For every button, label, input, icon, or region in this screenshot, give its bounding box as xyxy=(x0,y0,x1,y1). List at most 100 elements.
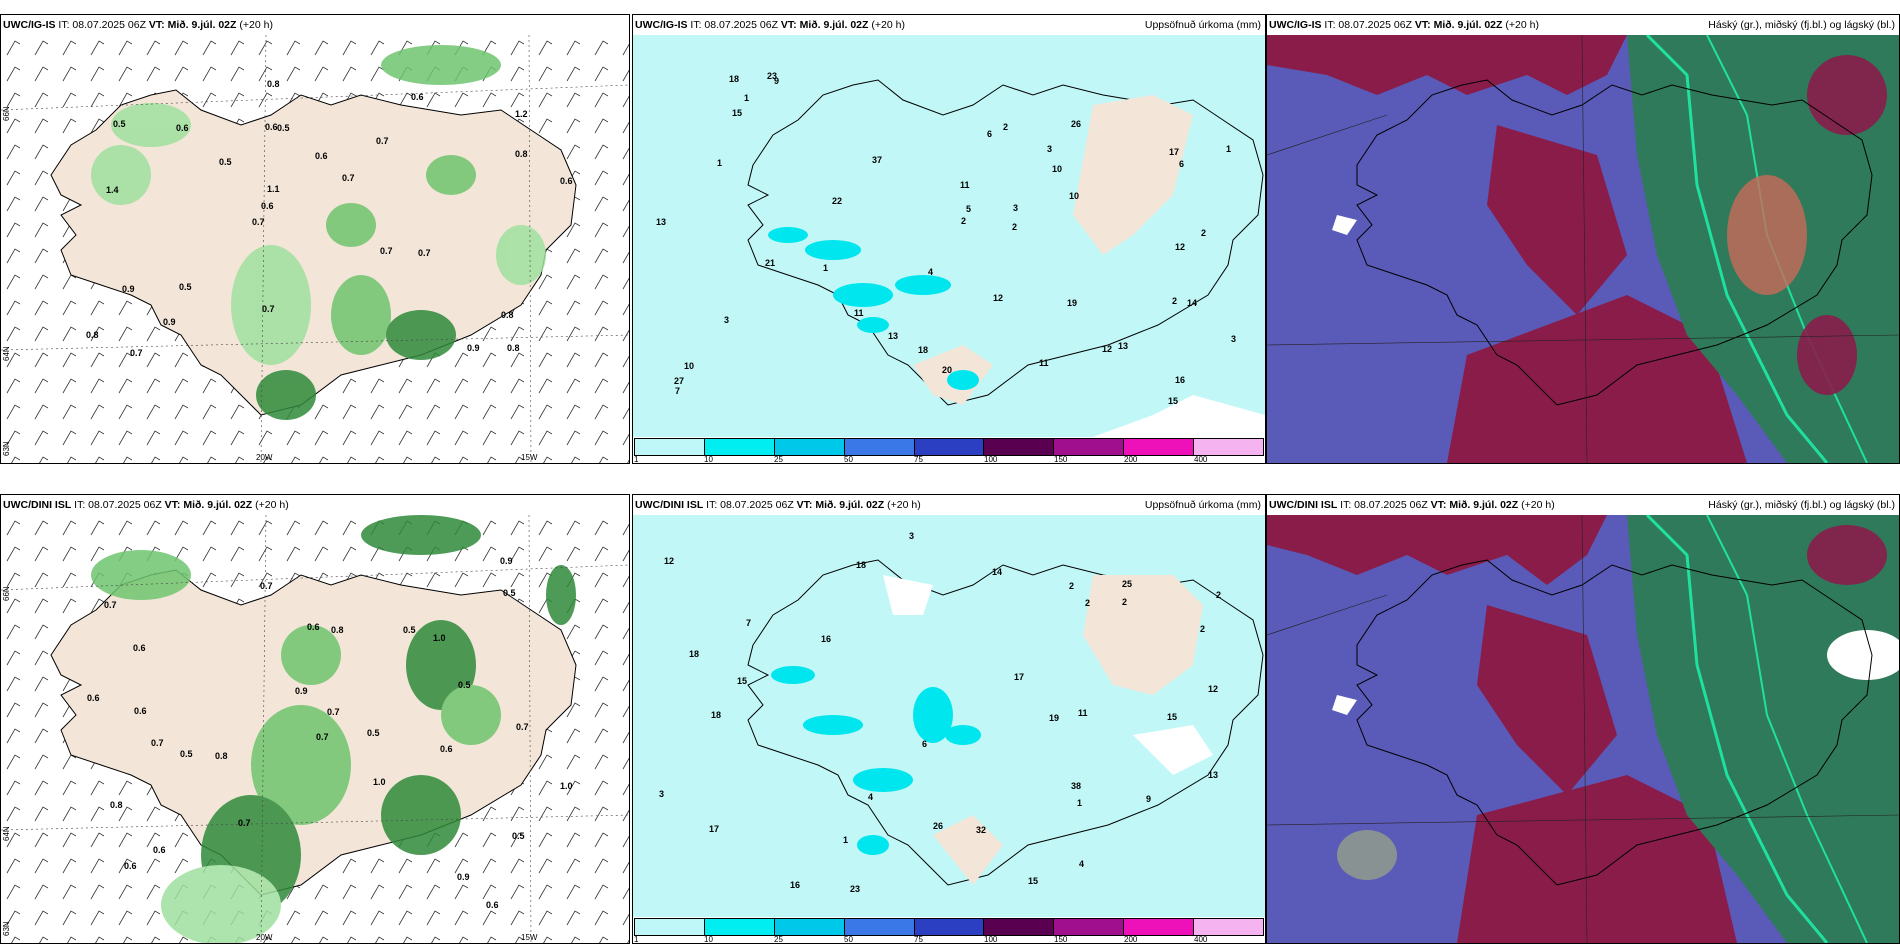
value-label: 25 xyxy=(1122,579,1132,589)
value-label: 10 xyxy=(1069,191,1079,201)
value-label: 3 xyxy=(724,315,729,325)
legend-tick: 400 xyxy=(1194,455,1264,463)
value-label: 0.6 xyxy=(560,176,573,186)
panel-wind-igis: UWC/IG-IS IT: 08.07.2025 06Z VT: Mið. 9.… xyxy=(0,14,630,464)
value-label: 0.9 xyxy=(163,317,176,327)
value-label: 1.2 xyxy=(515,109,528,119)
init-time: IT: 08.07.2025 06Z xyxy=(706,499,794,511)
value-label: 11 xyxy=(960,180,970,190)
init-time: IT: 08.07.2025 06Z xyxy=(74,499,162,511)
value-label: 15 xyxy=(1168,396,1178,406)
value-label: 0.7 xyxy=(342,173,355,183)
field-title: Uppsöfnuð úrkoma (mm) xyxy=(1144,19,1261,31)
value-label: 2 xyxy=(1200,624,1205,634)
value-label: 0.9 xyxy=(295,686,308,696)
value-label: 0.6 xyxy=(87,693,100,703)
value-label: 12 xyxy=(664,556,674,566)
value-label: 0.6 xyxy=(265,122,278,132)
legend-swatch xyxy=(984,919,1055,935)
value-label: 2 xyxy=(1003,122,1008,132)
legend-tick: 50 xyxy=(844,455,914,463)
panel-header: UWC/IG-IS IT: 08.07.2025 06Z VT: Mið. 9.… xyxy=(1267,15,1899,35)
precip-shading xyxy=(91,45,546,420)
legend-tick: 50 xyxy=(844,935,914,943)
legend-tick-label: 10 xyxy=(704,935,713,944)
heavy-precip xyxy=(768,227,979,390)
cloud-map xyxy=(1267,515,1899,943)
value-label: 0.9 xyxy=(457,872,470,882)
valid-label: VT: xyxy=(148,19,165,31)
value-label: 26 xyxy=(933,821,943,831)
legend-tick: 100 xyxy=(984,455,1054,463)
lon-label: 20W xyxy=(256,933,273,942)
value-label: 0.5 xyxy=(512,831,525,841)
value-label: 17 xyxy=(1169,147,1179,157)
value-label: 17 xyxy=(1014,672,1024,682)
value-label: 4 xyxy=(868,792,873,802)
value-label: 20 xyxy=(942,365,952,375)
map-area: 3 3 2 3 2 13 11 10 14 10 9 12 12 20 18 13 15 17 16 19 21 26 22… xyxy=(633,35,1265,437)
value-label: 4 xyxy=(1079,859,1084,869)
panel-clouds-igis: UWC/IG-IS IT: 08.07.2025 06Z VT: Mið. 9.… xyxy=(1266,14,1900,464)
valid-time: Mið. 9.júl. 02Z xyxy=(183,499,253,511)
legend-swatch xyxy=(844,919,915,935)
value-label: 15 xyxy=(1167,712,1177,722)
legend-colorbar xyxy=(634,438,1264,456)
legend-swatch xyxy=(844,439,915,455)
value-label: 0.5 xyxy=(179,282,192,292)
valid-label: VT: xyxy=(1430,499,1447,511)
panel-header: UWC/IG-IS IT: 08.07.2025 06Z VT: Mið. 9.… xyxy=(1,15,629,35)
legend-swatch xyxy=(1054,919,1125,935)
wind-map: 66N 64N 63N 20W 15W 0.60.71.00.70.50.60.… xyxy=(1,515,629,943)
legend-tick: 10 xyxy=(704,455,774,463)
value-label: 0.7 xyxy=(151,738,164,748)
legend-tick-label: 400 xyxy=(1194,935,1208,944)
value-label: 0.8 xyxy=(501,310,514,320)
legend-tick-label: 75 xyxy=(914,935,923,944)
value-label: 12 xyxy=(1208,684,1218,694)
lat-label: 66N xyxy=(2,586,11,601)
lat-label: 63N xyxy=(2,921,11,936)
value-label: 11 xyxy=(1078,708,1088,718)
value-label: 2 xyxy=(1172,296,1177,306)
value-label: 3 xyxy=(1013,203,1018,213)
value-label: 3 xyxy=(1231,334,1236,344)
map-area: 2 3 2 7 11 15 26 19 15 12 17 14 18 15 16 18 25 17 16 38 23 13… xyxy=(633,515,1265,917)
value-label: 0.8 xyxy=(507,343,520,353)
value-label: 0.7 xyxy=(316,732,329,742)
value-label: 0.6 xyxy=(153,845,166,855)
legend-tick-label: 25 xyxy=(774,935,783,944)
panel-precip-igis: UWC/IG-IS IT: 08.07.2025 06Z VT: Mið. 9.… xyxy=(632,14,1266,464)
value-label: 0.9 xyxy=(500,556,513,566)
legend-tick: 400 xyxy=(1194,935,1264,943)
legend-tick: 25 xyxy=(774,455,844,463)
value-label: 22 xyxy=(832,196,842,206)
value-label: 2 xyxy=(1085,598,1090,608)
value-label: 37 xyxy=(872,155,882,165)
value-label: 23 xyxy=(850,884,860,894)
forecast-offset: (+20 h) xyxy=(239,19,273,31)
legend-tick-label: 10 xyxy=(704,455,713,464)
value-label: 0.8 xyxy=(215,751,228,761)
model-name: UWC/IG-IS xyxy=(635,19,688,31)
value-label: 0.5 xyxy=(113,119,126,129)
value-label: 0.7 xyxy=(252,217,265,227)
value-label: 0.7 xyxy=(376,136,389,146)
model-name: UWC/DINI ISL xyxy=(3,499,72,511)
value-label: 0.5 xyxy=(458,680,471,690)
value-label: 3 xyxy=(1047,144,1052,154)
value-label: 18 xyxy=(689,649,699,659)
iceland-coastline xyxy=(1356,559,1873,886)
legend-tick: 150 xyxy=(1054,935,1124,943)
value-label: 15 xyxy=(732,108,742,118)
wind-map: 66N 64N 63N 20W 15W 0.8 1.4 1.2 0.7 0.7 0.7 0.… xyxy=(1,35,629,463)
value-label: 0.6 xyxy=(307,622,320,632)
value-label: 0.6 xyxy=(411,92,424,102)
legend-swatch xyxy=(984,439,1055,455)
value-label: 1.0 xyxy=(373,777,386,787)
value-label: 19 xyxy=(1067,298,1077,308)
field-title: Uppsöfnuð úrkoma (mm) xyxy=(1144,499,1261,511)
legend-tick: 150 xyxy=(1054,455,1124,463)
legend-ticks: 1 10 25 50 75 100 150 200 400 xyxy=(634,455,1264,463)
